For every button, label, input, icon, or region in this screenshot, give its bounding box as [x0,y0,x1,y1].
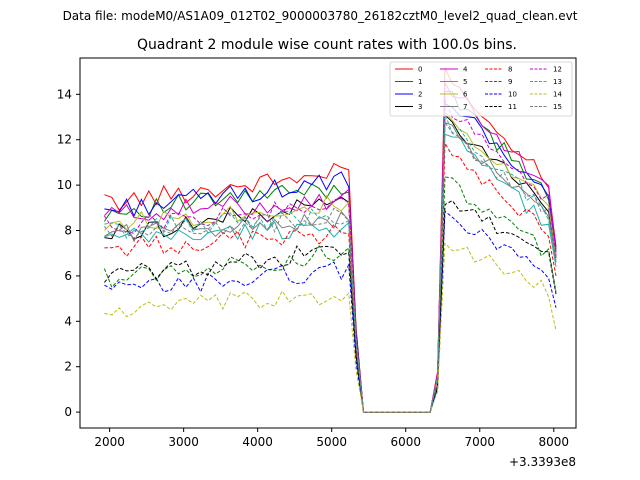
series-line-2 [104,103,557,413]
y-tick-label: 4 [64,314,72,328]
legend-label-10: 10 [508,91,517,99]
legend-label-9: 9 [508,78,512,86]
series-layer [103,67,557,413]
series-line-13 [104,114,557,413]
series-line-14 [104,242,557,413]
legend-label-11: 11 [508,103,517,111]
series-line-6 [104,110,557,413]
x-tick-label: 2000 [94,435,125,449]
x-tick-label: 4000 [242,435,273,449]
chart-title: Quadrant 2 module wise count rates with … [137,37,517,53]
legend-label-13: 13 [553,78,562,86]
y-tick-label: 6 [64,269,72,283]
legend-label-14: 14 [553,91,562,99]
legend-label-4: 4 [463,66,468,74]
series-line-3 [104,113,557,413]
series-line-5 [104,133,557,413]
legend-box [389,61,573,117]
series-line-7 [104,122,557,413]
chart-suptitle: Data file: modeM0/AS1A09_012T02_90000037… [63,9,578,23]
y-tick-label: 14 [57,87,72,101]
legend-label-0: 0 [418,66,422,74]
series-line-8 [104,141,557,413]
y-tick-label: 10 [57,178,72,192]
series-line-4 [104,81,557,413]
x-offset-label: +3.3393e8 [509,455,576,469]
legend-label-8: 8 [508,66,512,74]
legend-label-1: 1 [418,78,422,86]
x-tick-label: 8000 [539,435,570,449]
y-axis: 0 2 4 6 8 10 12 14 [57,87,80,419]
x-tick-label: 7000 [464,435,495,449]
x-axis: 2000 3000 4000 5000 6000 7000 8000 [94,428,569,449]
legend-label-5: 5 [463,78,467,86]
plot-area: 2000 3000 4000 5000 6000 7000 8000 02468101214… [57,57,577,469]
series-line-9 [103,176,557,413]
x-tick-label: 5000 [316,435,347,449]
legend-label-15: 15 [553,103,562,111]
legend-label-3: 3 [418,103,422,111]
axes-frame [79,57,577,429]
series-line-12 [103,99,557,413]
y-tick-label: 12 [57,133,72,147]
x-tick-label: 3000 [168,435,199,449]
y-tick-label: 0 [64,405,72,419]
series-line-11 [104,199,557,413]
y-tick-label: 8 [64,224,72,238]
y-tick-label: 2 [64,360,72,374]
legend-label-2: 2 [418,91,422,99]
legend-label-12: 12 [553,66,562,74]
legend-label-6: 6 [463,91,468,99]
legend-label-7: 7 [463,103,467,111]
series-line-10 [104,210,557,413]
x-tick-label: 6000 [390,435,421,449]
series-line-15 [104,120,557,413]
